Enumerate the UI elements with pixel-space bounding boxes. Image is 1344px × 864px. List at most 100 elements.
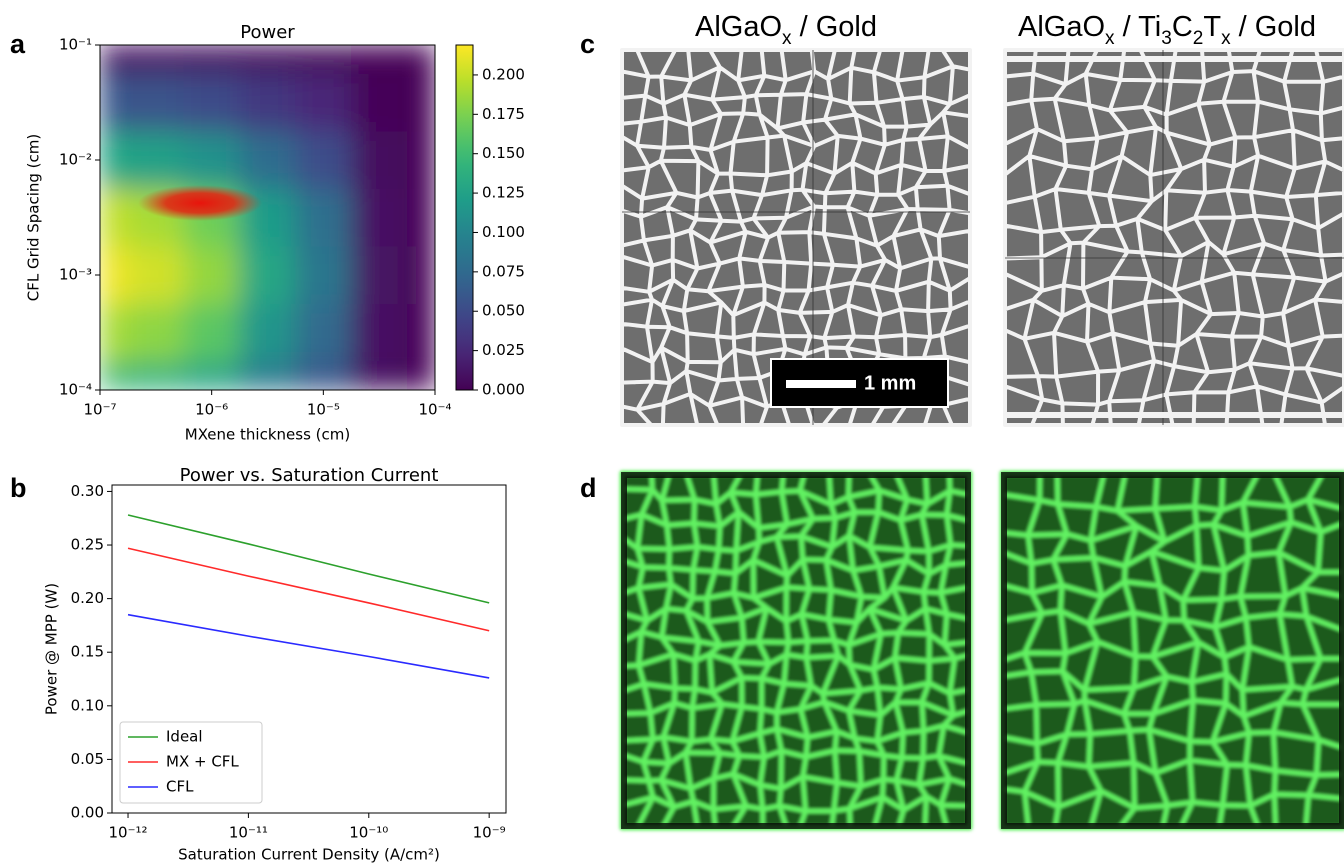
heatmap-cell bbox=[239, 303, 296, 362]
title-part: / Gold bbox=[1231, 11, 1316, 43]
heatmap-cell bbox=[100, 45, 129, 74]
x-axis-label: MXene thickness (cm) bbox=[185, 426, 350, 444]
title-part: C bbox=[1172, 11, 1193, 43]
title-part: 2 bbox=[1193, 28, 1204, 49]
edge-strip bbox=[1005, 412, 1344, 418]
colorbar-tick-label: 0.125 bbox=[482, 184, 525, 202]
heatmap-cell bbox=[407, 188, 436, 247]
heatmap-cell bbox=[128, 360, 185, 390]
micrograph bbox=[1005, 50, 1344, 425]
colorbar-tick-label: 0.200 bbox=[482, 65, 525, 83]
heatmap-cell bbox=[407, 245, 436, 303]
title-part: x bbox=[1105, 28, 1115, 49]
chart-title: Power bbox=[240, 22, 295, 43]
colorbar-tick-label: 0.050 bbox=[482, 302, 525, 320]
heatmap-cell bbox=[351, 360, 408, 390]
heatmap-cell bbox=[407, 303, 436, 362]
heatmap-cell bbox=[351, 130, 408, 189]
line bbox=[128, 615, 489, 678]
heatmap-cell bbox=[100, 360, 129, 390]
x-tick-label: 10⁻¹¹ bbox=[229, 824, 268, 842]
heatmap-cell bbox=[184, 360, 241, 390]
colorbar-tick-label: 0.075 bbox=[482, 262, 525, 280]
heatmap-cell bbox=[295, 360, 352, 390]
title-part: AlGaO bbox=[1018, 11, 1105, 43]
heatmap-cell bbox=[295, 188, 352, 247]
heatmap-cell bbox=[407, 45, 436, 74]
heatmap-cell bbox=[184, 130, 241, 189]
heatmap-cell bbox=[351, 188, 408, 247]
heatmap-cell bbox=[100, 245, 129, 303]
y-tick-label: 0.20 bbox=[71, 589, 104, 607]
y-tick-label: 10⁻¹ bbox=[59, 36, 92, 54]
panel-label: a bbox=[10, 29, 26, 59]
heatmap-cell bbox=[128, 73, 185, 132]
y-tick-label: 0.10 bbox=[71, 696, 104, 714]
heatmap-cell bbox=[295, 245, 352, 303]
colorbar-tick-label: 0.000 bbox=[482, 381, 525, 399]
panel-label: b bbox=[10, 473, 27, 503]
heatmap-cell bbox=[295, 45, 352, 74]
heatmap-cell bbox=[407, 73, 436, 132]
x-tick-label: 10⁻⁵ bbox=[307, 401, 340, 419]
figure: Power MXene thickness (cm) CFL Grid Spacin… bbox=[0, 0, 1344, 864]
y-tick-label: 0.05 bbox=[71, 750, 104, 768]
heatmap-cell bbox=[239, 45, 296, 74]
micrograph bbox=[1002, 473, 1344, 828]
x-tick-label: 10⁻⁹ bbox=[473, 824, 506, 842]
heatmap-cell bbox=[239, 73, 296, 132]
x-axis-label: Saturation Current Density (A/cm²) bbox=[178, 846, 440, 864]
y-tick-label: 10⁻³ bbox=[59, 266, 92, 284]
y-tick-label: 10⁻⁴ bbox=[59, 381, 92, 399]
highlight-region bbox=[138, 185, 262, 221]
scale-bar-label: 1 mm bbox=[864, 372, 916, 394]
heatmap-cell bbox=[100, 303, 129, 362]
legend-label: Ideal bbox=[166, 728, 203, 746]
heatmap bbox=[100, 45, 436, 391]
crack-network bbox=[622, 473, 970, 828]
chart-title: Power vs. Saturation Current bbox=[180, 465, 439, 486]
title-part: T bbox=[1203, 11, 1221, 43]
heatmap-cell bbox=[128, 245, 185, 303]
title-part: / Gold bbox=[792, 11, 877, 43]
heatmap-cell bbox=[295, 73, 352, 132]
heatmap-cell bbox=[351, 303, 408, 362]
image-title: AlGaOx / Gold bbox=[695, 11, 877, 49]
heatmap-cell bbox=[351, 73, 408, 132]
colorbar-tick-label: 0.175 bbox=[482, 105, 525, 123]
panel-label: c bbox=[580, 29, 595, 59]
heatmap-cell bbox=[184, 245, 241, 303]
x-tick-label: 10⁻⁶ bbox=[195, 401, 228, 419]
heatmap-cell bbox=[407, 360, 436, 390]
y-tick-label: 0.00 bbox=[71, 804, 104, 822]
colorbar-tick-label: 0.100 bbox=[482, 223, 525, 241]
y-tick-label: 10⁻² bbox=[59, 151, 92, 169]
scale-bar bbox=[786, 380, 856, 388]
heatmap-cell bbox=[100, 73, 129, 132]
x-tick-label: 10⁻¹⁰ bbox=[349, 824, 388, 842]
y-tick-label: 0.25 bbox=[71, 536, 104, 554]
heatmap-cell bbox=[184, 45, 241, 74]
title-part: AlGaO bbox=[695, 11, 782, 43]
heatmap-cell bbox=[128, 303, 185, 362]
heatmap-cell bbox=[295, 303, 352, 362]
heatmap-cell bbox=[100, 188, 129, 247]
heatmap-cell bbox=[239, 130, 296, 189]
x-tick-label: 10⁻¹² bbox=[109, 824, 148, 842]
heatmap-cell bbox=[295, 130, 352, 189]
y-axis-label: CFL Grid Spacing (cm) bbox=[25, 134, 43, 301]
heatmap-cell bbox=[239, 245, 296, 303]
heatmap-cell bbox=[351, 45, 408, 74]
title-part: / Ti bbox=[1115, 11, 1162, 43]
y-tick-label: 0.30 bbox=[71, 482, 104, 500]
heatmap-cell bbox=[184, 73, 241, 132]
colorbar-tick-label: 0.150 bbox=[482, 144, 525, 162]
x-tick-label: 10⁻⁴ bbox=[418, 401, 451, 419]
legend-label: CFL bbox=[166, 778, 194, 796]
edge-strip bbox=[1005, 56, 1344, 62]
colorbar bbox=[456, 45, 473, 390]
title-part: x bbox=[1221, 28, 1231, 49]
heatmap-cell bbox=[184, 303, 241, 362]
crack-network bbox=[1005, 50, 1344, 425]
colorbar-tick-label: 0.025 bbox=[482, 341, 525, 359]
